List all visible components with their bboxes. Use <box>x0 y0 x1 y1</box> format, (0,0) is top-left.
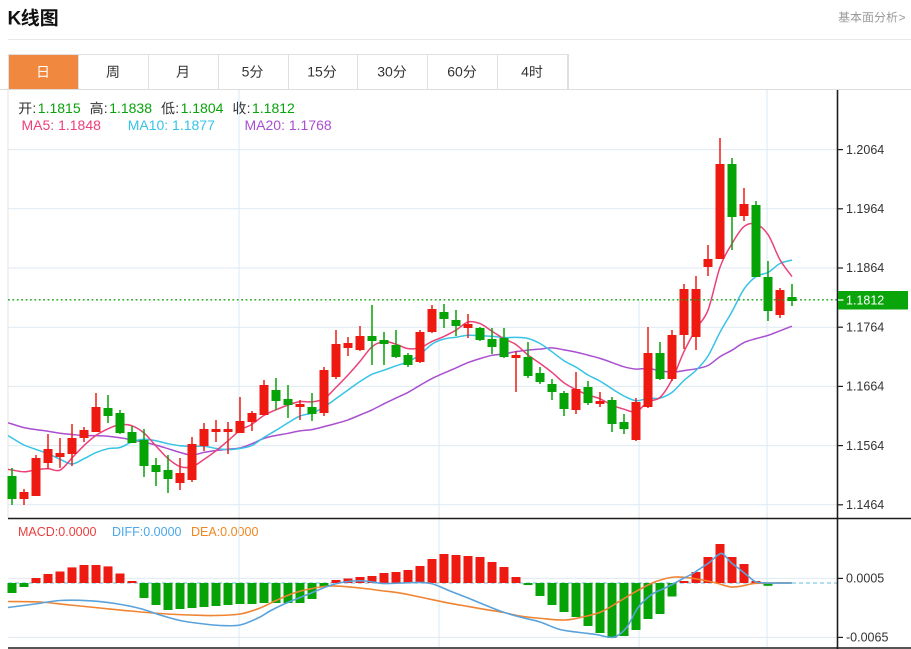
svg-text:MA5: 1.1848: MA5: 1.1848 <box>22 117 102 133</box>
svg-text:1.1812: 1.1812 <box>846 293 884 307</box>
svg-text:1.1838: 1.1838 <box>109 100 152 116</box>
svg-text:1.1812: 1.1812 <box>252 100 295 116</box>
svg-text:4: 4 <box>521 64 529 80</box>
svg-text:1.1464: 1.1464 <box>846 498 884 512</box>
svg-text::: : <box>175 100 179 116</box>
svg-text:1.1804: 1.1804 <box>181 100 224 116</box>
svg-text:MACD:0.0000: MACD:0.0000 <box>18 525 97 539</box>
svg-text::: : <box>104 100 108 116</box>
svg-text:MA20: 1.1768: MA20: 1.1768 <box>245 117 332 133</box>
svg-text:DIFF:0.0000: DIFF:0.0000 <box>112 525 182 539</box>
svg-text:30: 30 <box>377 64 393 80</box>
svg-text::: : <box>247 100 251 116</box>
svg-text:1.1664: 1.1664 <box>846 380 884 394</box>
svg-text:MA10: 1.1877: MA10: 1.1877 <box>128 117 215 133</box>
svg-text:1.1815: 1.1815 <box>38 100 81 116</box>
svg-text:1.1564: 1.1564 <box>846 439 884 453</box>
svg-text:-0.0065: -0.0065 <box>846 631 888 645</box>
svg-text:1.2064: 1.2064 <box>846 143 884 157</box>
svg-text::: : <box>32 100 36 116</box>
svg-text:K: K <box>8 9 22 30</box>
svg-text:5: 5 <box>242 64 250 80</box>
svg-text:60: 60 <box>447 64 463 80</box>
svg-text:>: > <box>899 10 906 24</box>
svg-text:1.1764: 1.1764 <box>846 320 884 334</box>
svg-text:DEA:0.0000: DEA:0.0000 <box>191 525 258 539</box>
svg-text:0.0005: 0.0005 <box>846 572 884 586</box>
svg-text:1.1964: 1.1964 <box>846 202 884 216</box>
svg-text:15: 15 <box>307 64 323 80</box>
svg-text:1.1864: 1.1864 <box>846 261 884 275</box>
